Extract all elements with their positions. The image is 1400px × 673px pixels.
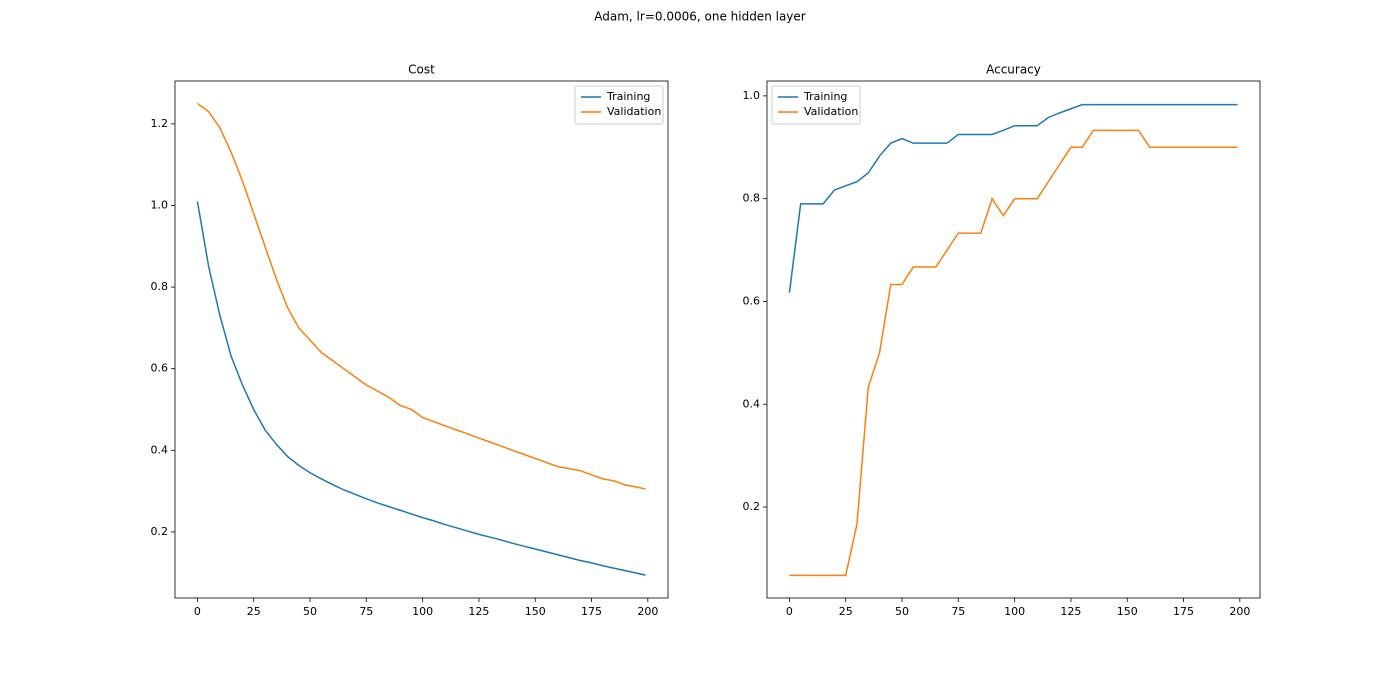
x-tick-label: 200: [637, 605, 658, 618]
x-tick-label: 150: [1117, 605, 1138, 618]
y-tick-label: 0.4: [151, 443, 169, 456]
x-tick-label: 25: [247, 605, 261, 618]
legend-label: Validation: [804, 105, 858, 118]
x-tick-label: 100: [412, 605, 433, 618]
legend-label: Training: [606, 90, 650, 103]
y-tick-label: 0.2: [743, 500, 761, 513]
y-tick-label: 1.0: [743, 89, 761, 102]
y-tick-label: 1.0: [151, 198, 169, 211]
legend-box: [574, 85, 664, 125]
y-tick-label: 0.4: [743, 397, 761, 410]
x-tick-label: 125: [468, 605, 489, 618]
x-tick-label: 25: [839, 605, 853, 618]
x-tick-label: 50: [303, 605, 317, 618]
y-tick-label: 0.8: [743, 192, 761, 205]
y-tick-label: 0.2: [151, 525, 169, 538]
x-tick-label: 150: [525, 605, 546, 618]
x-tick-label: 100: [1004, 605, 1025, 618]
x-tick-label: 0: [194, 605, 201, 618]
y-tick-label: 0.8: [151, 280, 169, 293]
data-line: [789, 129, 1238, 577]
x-tick-label: 200: [1229, 605, 1250, 618]
axes-title: Cost: [408, 63, 435, 77]
figure-title: Adam, lr=0.0006, one hidden layer: [594, 10, 806, 24]
x-tick-label: 175: [1173, 605, 1194, 618]
x-tick-label: 75: [951, 605, 965, 618]
x-tick-label: 175: [581, 605, 602, 618]
y-tick-label: 1.2: [151, 117, 169, 130]
x-tick-label: 125: [1060, 605, 1081, 618]
x-tick-label: 50: [895, 605, 909, 618]
x-tick-label: 0: [786, 605, 793, 618]
data-line: [788, 103, 1238, 293]
y-tick-label: 0.6: [743, 294, 761, 307]
axes-title: Accuracy: [986, 63, 1041, 77]
axes-frame: [174, 80, 669, 599]
legend-box: [771, 85, 861, 125]
data-line: [196, 102, 646, 490]
data-line: [196, 201, 646, 576]
axes-frame: [766, 80, 1261, 599]
y-tick-label: 0.6: [151, 362, 169, 375]
legend-label: Training: [803, 90, 847, 103]
x-tick-label: 75: [359, 605, 373, 618]
legend-label: Validation: [607, 105, 661, 118]
